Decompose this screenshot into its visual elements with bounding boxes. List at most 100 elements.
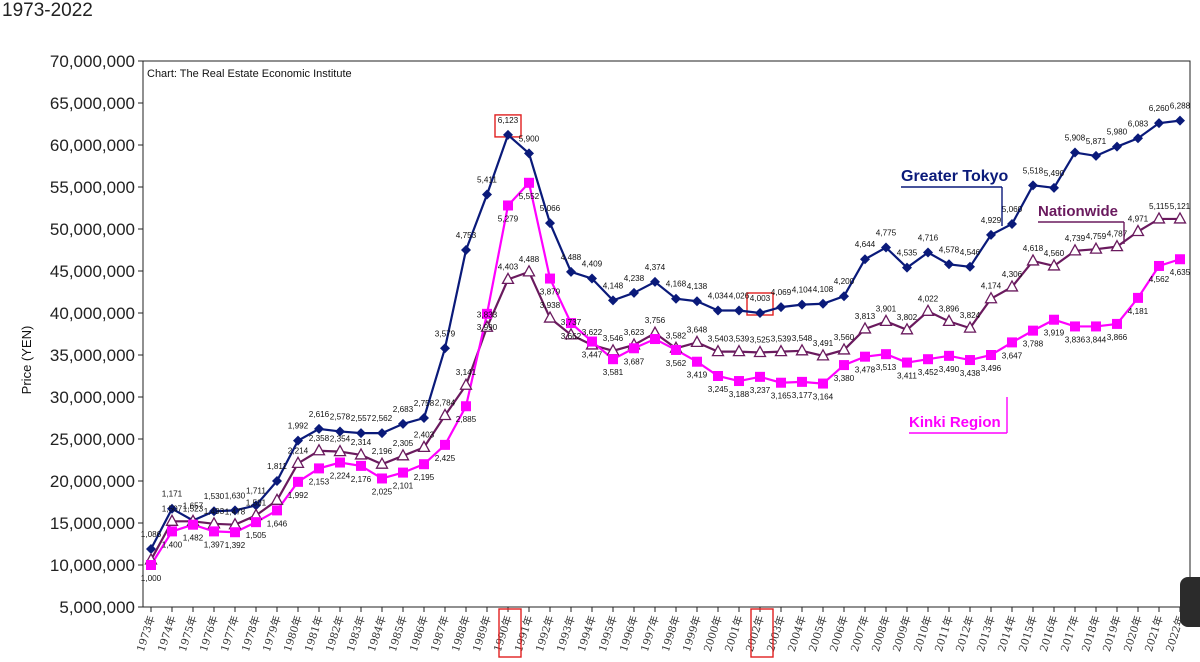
x-tick-label: 1999年 [680,614,704,653]
data-label: 2,176 [351,475,372,484]
data-label: 1,591 [246,498,267,507]
data-label: 2,358 [309,434,330,443]
data-point [270,492,284,505]
y-axis: 5,000,000 10,000,000 15,000,000 20,000,000 2… [50,52,143,617]
y-tick-label: 40,000,000 [50,304,135,323]
data-point [774,344,788,357]
data-label: 2,101 [393,482,414,491]
data-point [776,302,786,313]
data-point [480,319,494,332]
data-point [314,463,324,474]
data-label: 3,164 [813,393,834,402]
data-label: 5,871 [1086,137,1107,146]
data-label: 3,581 [603,368,624,377]
data-label: 4,716 [918,234,939,243]
data-point [755,371,765,382]
data-label: 4,306 [1002,270,1023,279]
data-label: 1,493 [204,507,225,516]
x-tick-label: 1981年 [302,614,326,653]
data-label: 3,525 [750,335,771,344]
data-label: 3,802 [897,313,918,322]
x-tick-label: 2016年 [1037,614,1061,653]
data-label: 3,562 [666,359,687,368]
x-tick-label: 1993年 [554,614,578,653]
data-label: 4,635 [1170,268,1191,277]
data-label: 4,929 [981,216,1002,225]
data-point [272,476,282,486]
data-label: 3,844 [1086,335,1107,344]
data-label: 3,648 [687,325,708,334]
data-label: 2,616 [309,410,330,419]
data-point [755,308,765,318]
x-tick-label: 2002年 [743,614,767,653]
data-label: 3,737 [561,318,582,327]
x-tick-label: 2000年 [701,614,725,653]
data-label: 3,662 [561,332,582,341]
side-panel-toggle-button[interactable] [1180,577,1200,627]
data-label: 4,003 [750,294,771,303]
data-label: 4,753 [456,231,477,240]
x-tick-label: 1994年 [575,614,599,653]
x-tick-label: 1979年 [260,614,284,653]
data-point [377,473,387,484]
data-label: 1,171 [162,490,183,499]
data-label: 4,618 [1023,244,1044,253]
data-point [776,377,786,388]
data-point [503,129,513,140]
data-label: 1,630 [225,491,246,500]
x-tick-label: 1978年 [239,614,263,653]
data-label: 4,174 [981,282,1002,291]
data-label: 3,756 [645,316,666,325]
data-point [986,350,996,360]
data-label: 3,833 [477,310,498,319]
data-point [1047,258,1061,271]
data-point [461,401,471,412]
data-point [839,360,849,371]
series-markers [144,115,1187,570]
data-label: 4,488 [561,253,582,262]
data-point [461,245,471,255]
data-label: 3,452 [918,368,939,377]
data-point [963,320,977,333]
data-label: 1,000 [141,574,162,583]
y-tick-label: 20,000,000 [50,472,135,491]
y-tick-label: 60,000,000 [50,136,135,155]
y-tick-label: 30,000,000 [50,388,135,407]
data-label: 5,115 [1149,202,1169,211]
data-point [608,295,618,306]
data-label: 6,083 [1128,119,1149,128]
x-tick-label: 1990年 [491,614,515,653]
data-point [734,305,744,316]
data-point [879,314,893,327]
data-point [734,376,744,387]
data-point [566,266,576,277]
x-tick-label: 1983年 [344,614,368,653]
x-tick-label: 2003年 [764,614,788,653]
data-point [545,218,555,229]
x-tick-label: 1995年 [596,614,620,653]
x-tick-label: 2004年 [785,614,809,653]
plot-frame [142,60,1191,608]
data-point [1112,318,1122,329]
data-point [1175,254,1185,265]
data-label: 1,507 [162,504,183,513]
data-point [902,262,912,273]
data-point [1049,182,1059,193]
x-tick-label: 1989年 [470,614,494,653]
x-tick-label: 2011年 [932,614,956,653]
x-tick-label: 2009年 [890,614,914,653]
data-point [356,460,366,471]
data-label: 2,314 [351,438,372,447]
data-label: 3,419 [687,371,708,380]
data-label: 3,788 [1023,340,1044,349]
data-point [503,200,513,211]
highlight-box-year [498,608,522,658]
data-point [398,418,408,429]
data-label: 4,374 [645,263,666,272]
data-point [713,305,723,316]
data-point [438,408,452,421]
data-label: 3,478 [855,366,876,375]
data-label: 2,885 [456,415,477,424]
data-point [545,273,555,284]
data-point [1133,292,1143,303]
